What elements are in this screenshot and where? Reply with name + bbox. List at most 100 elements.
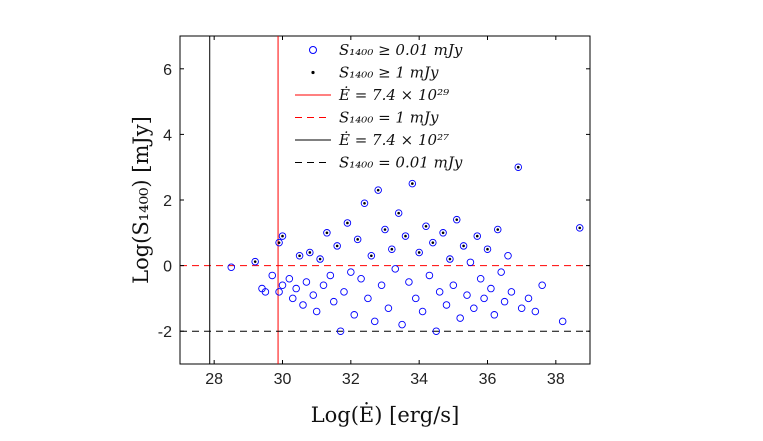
data-point-circle	[275, 238, 283, 247]
legend-swatch-circle	[309, 46, 317, 54]
legend-label: S₁₄₀₀ ≥ 1 mJy	[339, 64, 439, 82]
data-point-circle	[306, 248, 314, 257]
data-point-circle	[309, 291, 318, 299]
data-point-circle	[497, 268, 505, 276]
data-point-circle	[299, 301, 307, 309]
data-point-circle	[278, 281, 287, 290]
data-point-circle	[500, 297, 509, 306]
y-axis-label: Log(S₁₄₀₀) [mJy]	[129, 116, 153, 284]
data-point-dot	[277, 241, 281, 244]
legend-label: Ė = 7.4 × 10²⁷	[338, 131, 449, 149]
data-point-circle	[295, 252, 304, 260]
data-point-circle	[384, 304, 393, 312]
data-point-circle	[353, 235, 362, 244]
data-point-circle	[285, 274, 294, 283]
data-point-dot	[308, 251, 312, 254]
data-point-dot	[397, 211, 400, 215]
legend-label: S₁₄₀₀ ≥ 0.01 mJy	[339, 41, 463, 59]
data-point-circle	[442, 301, 451, 309]
x-tick-label: 38	[547, 371, 565, 388]
data-point-circle	[466, 258, 475, 267]
data-point-dot	[383, 228, 387, 231]
data-point-circle	[319, 281, 328, 290]
data-point-circle	[558, 317, 567, 326]
y-axis-ticks: -2 0 2 4 6	[158, 62, 590, 341]
data-point-circle	[425, 271, 434, 280]
data-point-circle	[435, 288, 444, 296]
data-point-circle	[391, 265, 400, 273]
data-point-dot	[298, 254, 301, 258]
x-tick-label: 30	[274, 371, 292, 388]
data-point-circle	[483, 245, 492, 253]
legend-label: S₁₄₀₀ = 1 mJy	[339, 109, 439, 127]
legend-label: S₁₄₀₀ = 0.01 mJy	[339, 154, 463, 172]
data-point-dot	[363, 201, 366, 205]
data-point-circle	[524, 294, 533, 303]
data-point-dot	[325, 231, 329, 235]
data-point-circle	[408, 179, 417, 188]
data-point-circle	[576, 224, 584, 232]
data-point-dot	[346, 221, 349, 225]
data-point-circle	[398, 320, 406, 329]
data-point-circle	[449, 281, 458, 290]
data-point-circle	[538, 281, 546, 290]
data-point-circle	[302, 278, 311, 286]
data-point-circle	[357, 274, 365, 283]
data-point-circle	[360, 199, 369, 208]
data-point-circle	[473, 232, 482, 240]
data-point-circle	[278, 232, 287, 240]
reference-lines	[180, 36, 590, 364]
data-point-circle	[401, 232, 410, 240]
data-point-dot	[281, 234, 284, 238]
data-point-circle	[429, 238, 437, 247]
data-point-circle	[381, 225, 389, 234]
data-point-circle	[446, 255, 454, 263]
data-point-circle	[456, 314, 464, 322]
data-point-circle	[422, 222, 430, 230]
data-point-circle	[459, 242, 468, 250]
data-point-circle	[333, 242, 341, 250]
data-point-dot	[335, 244, 339, 248]
data-point-dot	[431, 241, 435, 244]
data-point-circle	[377, 281, 386, 290]
data-point-circle	[494, 225, 502, 234]
data-point-circle	[292, 284, 300, 293]
data-point-circle	[261, 288, 270, 296]
legend-label: Ė = 7.4 × 10²⁹	[338, 86, 449, 104]
data-point-circle	[507, 288, 516, 296]
data-point-dot	[253, 260, 257, 263]
data-point-circle	[487, 284, 495, 293]
data-point-circle	[330, 297, 338, 306]
data-point-dot	[356, 238, 359, 241]
y-tick-label: 0	[163, 259, 172, 276]
data-point-dot	[475, 234, 479, 238]
y-tick-label: 4	[163, 127, 172, 144]
data-point-circle	[453, 215, 461, 224]
y-tick-label: 2	[163, 193, 172, 210]
data-point-circle	[371, 317, 379, 326]
data-point-dot	[486, 247, 489, 251]
data-point-circle	[394, 209, 403, 217]
data-point-circle	[374, 186, 382, 194]
data-point-circle	[343, 219, 352, 227]
x-tick-label: 32	[342, 371, 360, 388]
data-point-circle	[480, 294, 488, 303]
data-point-dot	[516, 165, 520, 169]
x-tick-label: 34	[410, 371, 428, 388]
x-axis-label: Log(Ė) [erg/s]	[311, 403, 460, 427]
data-point-circle	[504, 252, 512, 260]
data-point-circle	[412, 294, 420, 303]
data-point-circle	[476, 274, 485, 283]
data-point-circle	[323, 229, 331, 237]
data-point-circle	[517, 304, 526, 312]
data-point-circle	[326, 271, 335, 280]
y-tick-label: 6	[163, 62, 172, 79]
data-point-circle	[275, 288, 283, 296]
x-axis-ticks: 28 30 32 34 36 38	[205, 36, 565, 388]
data-point-circle	[470, 304, 478, 312]
data-point-circle	[347, 268, 355, 276]
series-dots	[253, 165, 582, 263]
series-open-circles	[227, 163, 584, 335]
data-point-circle	[227, 263, 235, 271]
